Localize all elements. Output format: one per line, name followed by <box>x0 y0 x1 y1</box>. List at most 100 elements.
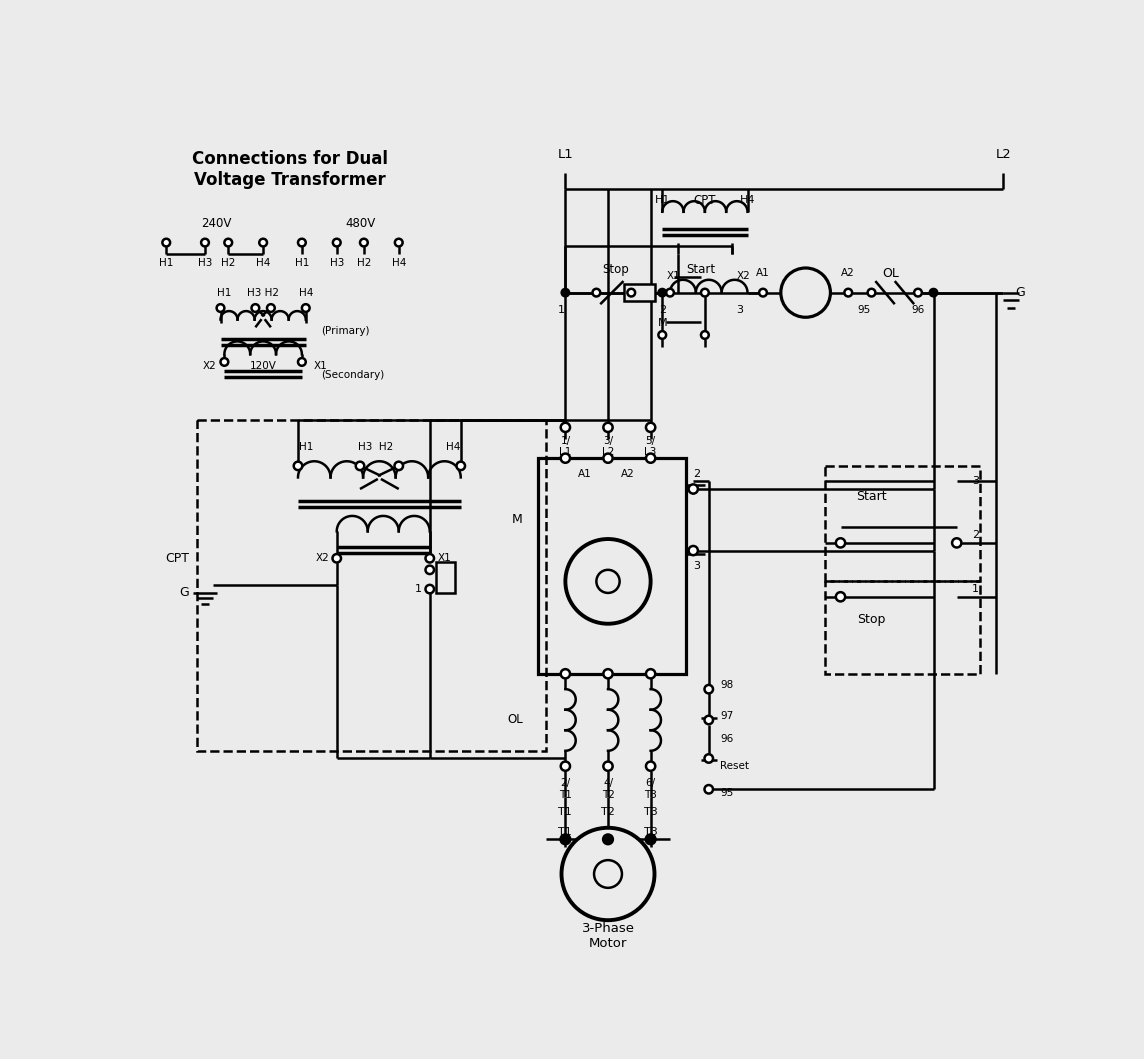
Circle shape <box>596 570 620 593</box>
Circle shape <box>836 538 845 548</box>
Circle shape <box>689 546 698 555</box>
Circle shape <box>252 304 260 312</box>
Circle shape <box>561 453 570 463</box>
Text: T2: T2 <box>601 827 615 837</box>
Text: 4/
T2: 4/ T2 <box>602 778 614 801</box>
Bar <box>197 419 546 751</box>
Text: Start: Start <box>856 490 887 503</box>
Text: 97: 97 <box>721 712 733 721</box>
Circle shape <box>456 462 464 470</box>
Circle shape <box>333 238 341 247</box>
Text: 1/
L1: 1/ L1 <box>559 436 572 457</box>
Text: CPT: CPT <box>166 552 190 564</box>
Circle shape <box>221 358 229 365</box>
Circle shape <box>593 289 601 297</box>
Bar <box>825 581 980 674</box>
Text: A2: A2 <box>841 268 855 279</box>
Text: H4: H4 <box>740 195 755 205</box>
Text: T2: T2 <box>601 807 615 818</box>
Circle shape <box>260 238 267 247</box>
Text: Stop: Stop <box>603 263 629 276</box>
Text: 3: 3 <box>972 477 979 486</box>
Text: M: M <box>801 267 811 280</box>
Circle shape <box>426 585 434 593</box>
Text: M: M <box>513 514 523 526</box>
Circle shape <box>561 423 570 432</box>
Text: (Secondary): (Secondary) <box>321 370 384 380</box>
Text: 3-Phase
Motor: 3-Phase Motor <box>581 921 635 950</box>
Circle shape <box>836 592 845 602</box>
Text: Start: Start <box>686 263 715 276</box>
Circle shape <box>646 423 656 432</box>
Text: 240V: 240V <box>201 217 232 230</box>
Bar <box>538 459 685 674</box>
Text: OL: OL <box>507 714 523 726</box>
Text: CPT: CPT <box>693 194 716 207</box>
Text: H4: H4 <box>299 288 313 298</box>
Text: X2: X2 <box>737 271 750 281</box>
Text: 1: 1 <box>415 585 422 594</box>
Circle shape <box>603 453 613 463</box>
Circle shape <box>705 754 713 762</box>
Circle shape <box>356 462 364 470</box>
Text: 2/
T1: 2/ T1 <box>559 778 572 801</box>
Bar <box>436 562 455 593</box>
Text: X1: X1 <box>437 553 451 563</box>
Circle shape <box>561 669 570 679</box>
Text: 2: 2 <box>972 531 979 540</box>
Text: 2: 2 <box>659 305 666 315</box>
Circle shape <box>395 462 403 470</box>
Circle shape <box>561 288 570 297</box>
Text: H4: H4 <box>256 258 270 268</box>
Text: T3: T3 <box>644 827 658 837</box>
Text: 95: 95 <box>857 305 871 316</box>
Circle shape <box>627 289 635 297</box>
Circle shape <box>646 453 656 463</box>
Circle shape <box>666 289 674 297</box>
Circle shape <box>565 539 651 624</box>
Circle shape <box>844 289 852 297</box>
Circle shape <box>929 288 938 297</box>
Text: T1: T1 <box>558 807 572 818</box>
Circle shape <box>658 288 667 297</box>
Text: 1: 1 <box>558 305 565 315</box>
Circle shape <box>952 538 961 548</box>
Text: L1: L1 <box>557 147 573 161</box>
Circle shape <box>603 669 613 679</box>
Text: H1: H1 <box>654 195 670 205</box>
Text: H3  H2: H3 H2 <box>358 442 394 451</box>
Text: A1: A1 <box>578 468 591 479</box>
Circle shape <box>201 238 209 247</box>
Text: 3/
L2: 3/ L2 <box>602 436 614 457</box>
Circle shape <box>594 860 622 887</box>
Circle shape <box>760 289 766 297</box>
Text: H1: H1 <box>299 442 313 451</box>
Text: 480V: 480V <box>344 217 375 230</box>
Circle shape <box>646 669 656 679</box>
Text: 96: 96 <box>721 734 733 744</box>
Circle shape <box>216 304 224 312</box>
Bar <box>825 466 980 581</box>
Circle shape <box>267 304 275 312</box>
Circle shape <box>689 484 698 493</box>
Circle shape <box>701 331 709 339</box>
Text: H4: H4 <box>446 442 460 451</box>
Circle shape <box>781 268 831 318</box>
Text: 96: 96 <box>912 305 924 316</box>
Text: M: M <box>658 319 667 328</box>
Text: A1: A1 <box>756 268 770 279</box>
Circle shape <box>562 828 654 920</box>
Text: 1: 1 <box>972 585 979 594</box>
Text: Stop: Stop <box>857 613 885 626</box>
Circle shape <box>603 833 613 845</box>
Text: 120V: 120V <box>249 361 277 371</box>
Text: H2: H2 <box>221 258 236 268</box>
Text: H3 H2: H3 H2 <box>247 288 279 298</box>
Text: H4: H4 <box>391 258 406 268</box>
Text: H1: H1 <box>295 258 309 268</box>
Text: T3: T3 <box>644 807 658 818</box>
Text: X1: X1 <box>313 361 327 371</box>
Text: 95: 95 <box>721 788 733 798</box>
Text: 98: 98 <box>721 680 733 690</box>
Circle shape <box>705 685 713 694</box>
